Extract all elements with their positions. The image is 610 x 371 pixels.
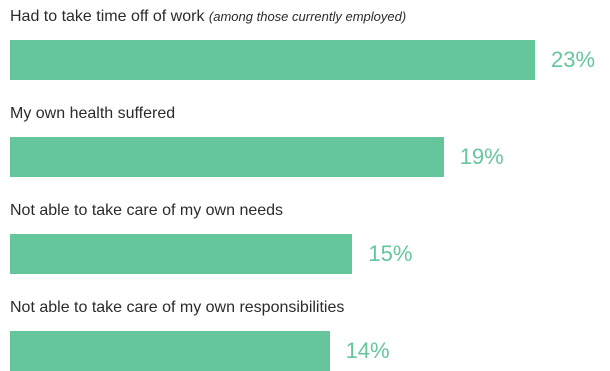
bar — [10, 40, 535, 80]
bar — [10, 331, 330, 371]
bar — [10, 234, 353, 274]
value-label: 14% — [345, 338, 390, 363]
category-label-text: My own health suffered — [10, 105, 176, 122]
category-label: My own health suffered — [10, 104, 175, 124]
category-label: Not able to take care of my own needs — [10, 201, 283, 221]
category-label: Had to take time off of work (among thos… — [10, 7, 406, 27]
category-label: Not able to take care of my own responsi… — [10, 298, 344, 318]
bar — [10, 137, 444, 177]
value-label: 23% — [551, 47, 596, 72]
category-label-text: Had to take time off of work — [10, 8, 205, 25]
category-note: (among those currently employed) — [208, 9, 407, 24]
category-label-text: Not able to take care of my own responsi… — [10, 299, 345, 316]
category-label-text: Not able to take care of my own needs — [10, 202, 284, 219]
value-label: 15% — [368, 241, 413, 266]
value-label: 19% — [459, 144, 504, 169]
